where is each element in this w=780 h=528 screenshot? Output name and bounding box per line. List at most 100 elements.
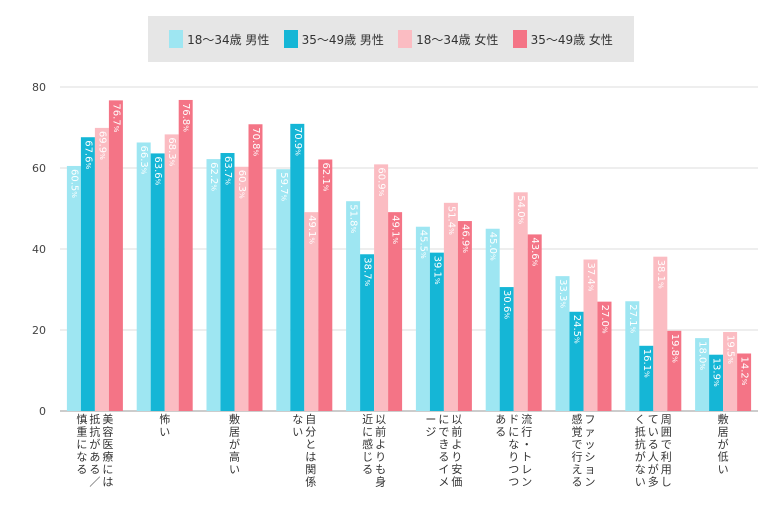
- data-label-unit: %: [726, 357, 734, 364]
- data-label: 38.7%: [362, 257, 373, 286]
- x-tick-label: ァ: [585, 426, 596, 439]
- data-label: 70.9%: [292, 127, 303, 156]
- data-label-unit: %: [573, 337, 581, 344]
- data-label: 59.7%: [278, 172, 289, 201]
- bar: [388, 212, 403, 411]
- x-tick-label: い: [159, 426, 170, 439]
- data-label: 43.6%: [529, 237, 540, 266]
- x-tick-label: に: [438, 413, 449, 426]
- x-tick-label: る: [495, 426, 506, 439]
- bar: [569, 311, 584, 411]
- x-tick-label: よ: [375, 438, 386, 451]
- bar: [499, 287, 514, 411]
- data-label: 27.1%: [627, 304, 638, 333]
- data-label: 30.6%: [501, 290, 512, 319]
- data-label-unit: %: [656, 282, 664, 289]
- data-label: 33.3%: [557, 279, 568, 308]
- data-label-unit: %: [293, 149, 301, 156]
- y-tick-label: 0: [39, 405, 46, 418]
- bar: [220, 153, 235, 411]
- bar: [415, 226, 430, 411]
- x-tick-label: 囲: [661, 426, 672, 439]
- x-tick-label: は: [102, 476, 113, 489]
- y-tick-label: 40: [32, 243, 46, 256]
- x-tick-label: あ: [89, 451, 100, 464]
- x-tick-label: 以: [451, 413, 462, 426]
- x-tick-label: 関: [305, 463, 316, 476]
- data-label-unit: %: [98, 153, 106, 160]
- data-label-unit: %: [84, 162, 92, 169]
- x-tick-label: ジ: [425, 426, 436, 439]
- x-tick-label: 覚: [572, 426, 583, 439]
- x-tick-label: 流: [521, 412, 532, 426]
- x-tick-label: 多: [648, 475, 659, 489]
- data-label-unit: %: [307, 237, 315, 244]
- bar: [429, 252, 444, 411]
- data-label: 19.8%: [669, 334, 680, 363]
- data-label: 24.5%: [571, 315, 582, 344]
- x-tick-label: ト: [521, 451, 532, 464]
- x-tick-label: シ: [585, 451, 596, 464]
- x-tick-label: つ: [508, 463, 519, 476]
- bar: [737, 353, 752, 411]
- data-label: 14.2%: [739, 356, 750, 385]
- data-label-unit: %: [279, 194, 287, 201]
- data-label: 69.9%: [96, 131, 107, 160]
- data-label-unit: %: [642, 371, 650, 378]
- x-tick-label: 感: [572, 413, 583, 426]
- data-label-unit: %: [224, 178, 232, 185]
- data-label: 51.4%: [445, 206, 456, 235]
- bar: [653, 256, 668, 411]
- x-tick-label: ン: [521, 476, 532, 489]
- data-label-unit: %: [419, 252, 427, 259]
- x-tick-label: 前: [451, 425, 462, 439]
- data-label-unit: %: [587, 285, 595, 292]
- bar: [527, 234, 542, 411]
- x-tick-label: 人: [648, 451, 659, 464]
- bar: [583, 259, 598, 411]
- data-label-unit: %: [447, 228, 455, 235]
- bar: [290, 123, 305, 411]
- data-label-unit: %: [238, 192, 246, 199]
- x-tick-label: 用: [661, 463, 672, 476]
- legend: 18〜34歳 男性 35〜49歳 男性 18〜34歳 女性 35〜49歳 女性: [148, 16, 634, 62]
- data-label: 70.8%: [250, 127, 261, 156]
- y-tick-label: 20: [32, 324, 46, 337]
- x-tick-label: く: [635, 413, 646, 426]
- x-tick-label: フ: [585, 413, 596, 426]
- data-label: 62.1%: [320, 162, 331, 191]
- x-tick-label: い: [229, 463, 240, 476]
- data-label: 68.3%: [166, 137, 177, 166]
- x-tick-label: も: [375, 463, 386, 476]
- x-tick-label: が: [648, 462, 659, 476]
- x-tick-label: 怖: [159, 412, 170, 426]
- x-tick-label: ・: [521, 438, 532, 451]
- data-label-unit: %: [363, 280, 371, 287]
- x-tick-label: 抗: [89, 425, 100, 439]
- x-tick-label: り: [451, 451, 462, 464]
- bar: [625, 301, 640, 411]
- data-label-unit: %: [461, 246, 469, 253]
- x-tick-label: 行: [572, 451, 583, 464]
- data-label: 39.1%: [431, 256, 442, 285]
- x-tick-label: 敷: [718, 412, 729, 426]
- x-tick-label: る: [648, 438, 659, 451]
- x-tick-label: 安: [451, 462, 462, 476]
- x-tick-label: い: [718, 463, 729, 476]
- bar: [597, 301, 612, 411]
- legend-item-male-35-49: 35〜49歳 男性: [283, 30, 384, 48]
- x-tick-label: よ: [451, 438, 462, 451]
- data-label: 51.8%: [348, 204, 359, 233]
- data-label-unit: %: [559, 301, 567, 308]
- x-tick-label: る: [438, 451, 449, 464]
- bar: [80, 137, 95, 411]
- x-tick-label: 感: [362, 438, 373, 451]
- x-tick-label: る: [76, 463, 87, 476]
- bar: [639, 345, 654, 411]
- data-label: 76.8%: [180, 103, 191, 132]
- legend-item-female-18-34: 18〜34歳 女性: [398, 30, 498, 48]
- x-tick-label: 自: [305, 413, 316, 426]
- data-label: 49.1%: [390, 215, 401, 244]
- data-label: 63.6%: [152, 156, 163, 185]
- bar: [318, 159, 333, 411]
